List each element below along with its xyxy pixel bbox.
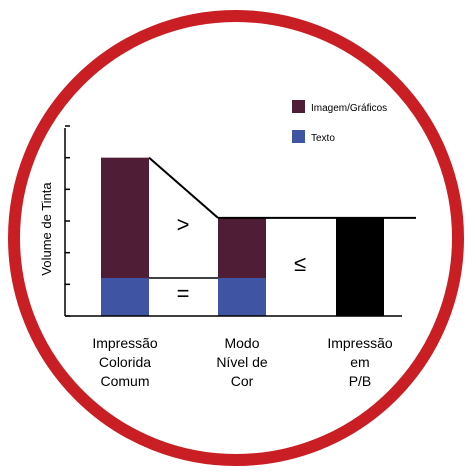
bars-layer <box>101 157 384 316</box>
category-labels: Impressão Colorida Comum Modo Nível de Cor Imp… <box>92 335 393 389</box>
category-label-0-2: Comum <box>100 373 149 389</box>
annotation-greater: > <box>177 212 190 237</box>
bar-texto-1 <box>218 278 266 316</box>
category-label-2-1: em <box>350 354 369 370</box>
legend-swatch-imagem <box>292 100 305 113</box>
category-label-1-2: Cor <box>231 373 254 389</box>
bar-texto-0 <box>101 278 149 316</box>
legend-label-imagem: Imagem/Gráficos <box>311 103 387 114</box>
category-label-1-0: Modo <box>224 335 259 351</box>
legend-swatch-texto <box>292 130 305 143</box>
bar-imagem-0 <box>101 157 149 278</box>
legend: Imagem/Gráficos Texto <box>292 100 387 144</box>
category-label-0-0: Impressão <box>92 335 158 351</box>
slope-line <box>148 156 219 219</box>
legend-label-texto: Texto <box>311 133 335 144</box>
category-label-2-0: Impressão <box>327 335 393 351</box>
category-label-1-1: Nível de <box>216 354 268 370</box>
y-ticks <box>65 125 70 317</box>
category-label-2-2: P/B <box>349 373 372 389</box>
bar-black-2 <box>336 217 384 316</box>
y-axis-label: Volume de Tinta <box>39 182 54 276</box>
category-label-0-1: Colorida <box>99 354 151 370</box>
comparison-lines <box>148 156 416 279</box>
bar-imagem-1 <box>218 217 266 278</box>
annotation-less-equal: ≤ <box>294 251 306 276</box>
annotation-equal: = <box>177 281 190 306</box>
